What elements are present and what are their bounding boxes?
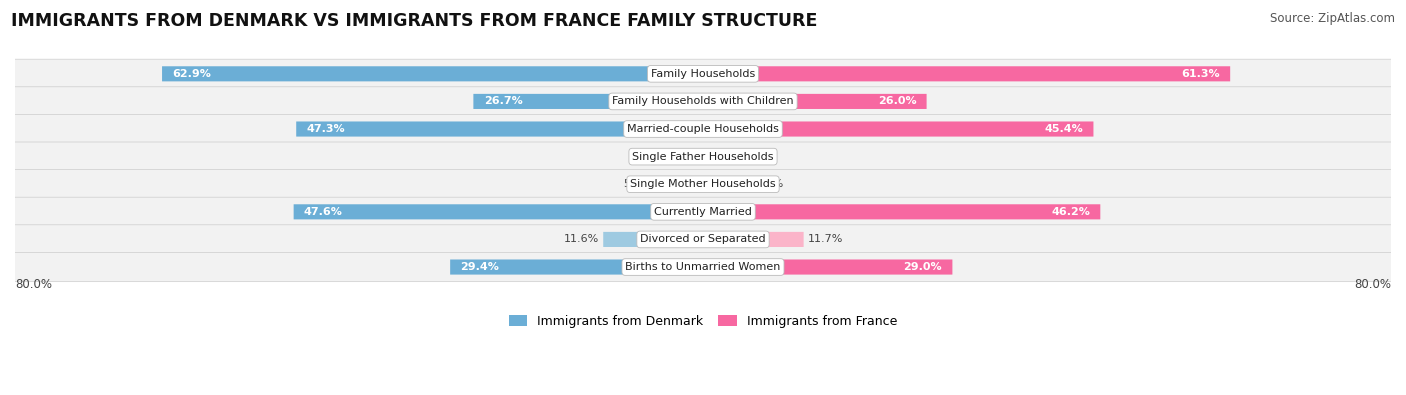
FancyBboxPatch shape bbox=[703, 149, 720, 164]
Text: 11.6%: 11.6% bbox=[564, 235, 599, 245]
Text: 45.4%: 45.4% bbox=[1045, 124, 1083, 134]
FancyBboxPatch shape bbox=[685, 149, 703, 164]
Text: 29.4%: 29.4% bbox=[461, 262, 499, 272]
FancyBboxPatch shape bbox=[703, 260, 952, 275]
Text: Births to Unmarried Women: Births to Unmarried Women bbox=[626, 262, 780, 272]
Text: 5.6%: 5.6% bbox=[755, 179, 783, 189]
FancyBboxPatch shape bbox=[14, 59, 1392, 88]
Text: Currently Married: Currently Married bbox=[654, 207, 752, 217]
Legend: Immigrants from Denmark, Immigrants from France: Immigrants from Denmark, Immigrants from… bbox=[503, 310, 903, 333]
FancyBboxPatch shape bbox=[14, 225, 1392, 254]
FancyBboxPatch shape bbox=[603, 232, 703, 247]
Text: 5.5%: 5.5% bbox=[623, 179, 651, 189]
Text: 80.0%: 80.0% bbox=[1354, 278, 1391, 292]
FancyBboxPatch shape bbox=[703, 232, 804, 247]
FancyBboxPatch shape bbox=[655, 177, 703, 192]
Text: 47.3%: 47.3% bbox=[307, 124, 344, 134]
Text: 29.0%: 29.0% bbox=[904, 262, 942, 272]
Text: Married-couple Households: Married-couple Households bbox=[627, 124, 779, 134]
FancyBboxPatch shape bbox=[474, 94, 703, 109]
FancyBboxPatch shape bbox=[703, 204, 1101, 219]
FancyBboxPatch shape bbox=[703, 177, 751, 192]
FancyBboxPatch shape bbox=[703, 94, 927, 109]
FancyBboxPatch shape bbox=[703, 122, 1094, 137]
Text: 46.2%: 46.2% bbox=[1052, 207, 1090, 217]
Text: Family Households with Children: Family Households with Children bbox=[612, 96, 794, 106]
FancyBboxPatch shape bbox=[14, 115, 1392, 144]
FancyBboxPatch shape bbox=[294, 204, 703, 219]
FancyBboxPatch shape bbox=[450, 260, 703, 275]
Text: 47.6%: 47.6% bbox=[304, 207, 343, 217]
Text: 80.0%: 80.0% bbox=[15, 278, 52, 292]
Text: 11.7%: 11.7% bbox=[808, 235, 844, 245]
Text: 2.0%: 2.0% bbox=[724, 152, 752, 162]
FancyBboxPatch shape bbox=[162, 66, 703, 81]
FancyBboxPatch shape bbox=[297, 122, 703, 137]
Text: 2.1%: 2.1% bbox=[652, 152, 681, 162]
Text: 26.0%: 26.0% bbox=[877, 96, 917, 106]
FancyBboxPatch shape bbox=[14, 169, 1392, 199]
FancyBboxPatch shape bbox=[14, 87, 1392, 116]
Text: Family Households: Family Households bbox=[651, 69, 755, 79]
Text: Single Father Households: Single Father Households bbox=[633, 152, 773, 162]
Text: Single Mother Households: Single Mother Households bbox=[630, 179, 776, 189]
Text: Source: ZipAtlas.com: Source: ZipAtlas.com bbox=[1270, 12, 1395, 25]
Text: Divorced or Separated: Divorced or Separated bbox=[640, 235, 766, 245]
Text: 61.3%: 61.3% bbox=[1181, 69, 1220, 79]
FancyBboxPatch shape bbox=[14, 252, 1392, 282]
FancyBboxPatch shape bbox=[14, 197, 1392, 226]
Text: 26.7%: 26.7% bbox=[484, 96, 523, 106]
FancyBboxPatch shape bbox=[14, 142, 1392, 171]
Text: IMMIGRANTS FROM DENMARK VS IMMIGRANTS FROM FRANCE FAMILY STRUCTURE: IMMIGRANTS FROM DENMARK VS IMMIGRANTS FR… bbox=[11, 12, 818, 30]
FancyBboxPatch shape bbox=[703, 66, 1230, 81]
Text: 62.9%: 62.9% bbox=[173, 69, 211, 79]
